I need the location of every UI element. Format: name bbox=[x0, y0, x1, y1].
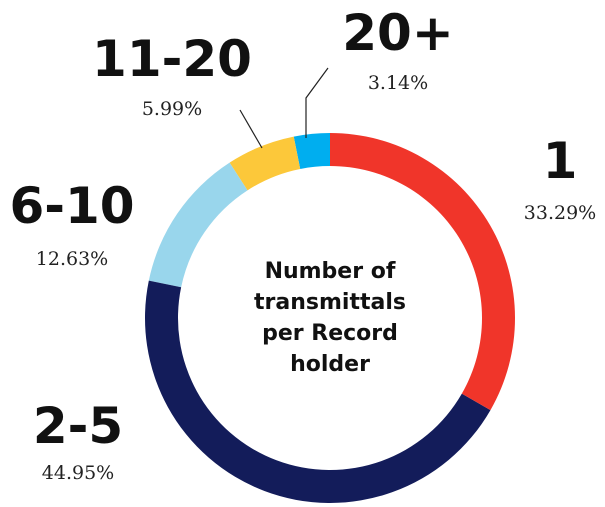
value-label: 12.63% bbox=[36, 248, 108, 270]
chart-title: Number of transmittals per Record holder bbox=[254, 259, 406, 377]
leader-line bbox=[305, 67, 329, 138]
value-label: 44.95% bbox=[42, 462, 114, 484]
category-label: 20+ bbox=[342, 4, 453, 62]
category-label: 11-20 bbox=[92, 30, 252, 88]
donut-segment bbox=[229, 136, 301, 191]
leader-line bbox=[239, 109, 263, 149]
value-label: 3.14% bbox=[368, 72, 428, 94]
donut-segment bbox=[330, 133, 515, 411]
category-label: 1 bbox=[543, 132, 578, 190]
category-label: 2-5 bbox=[33, 397, 123, 455]
center-title-box: Number of transmittals per Record holder bbox=[254, 259, 406, 377]
value-label: 5.99% bbox=[142, 98, 202, 120]
donut-segment bbox=[293, 133, 330, 169]
category-label: 6-10 bbox=[9, 177, 134, 235]
value-label: 33.29% bbox=[524, 202, 596, 224]
donut-segment bbox=[144, 280, 491, 503]
donut-segment bbox=[148, 162, 248, 288]
